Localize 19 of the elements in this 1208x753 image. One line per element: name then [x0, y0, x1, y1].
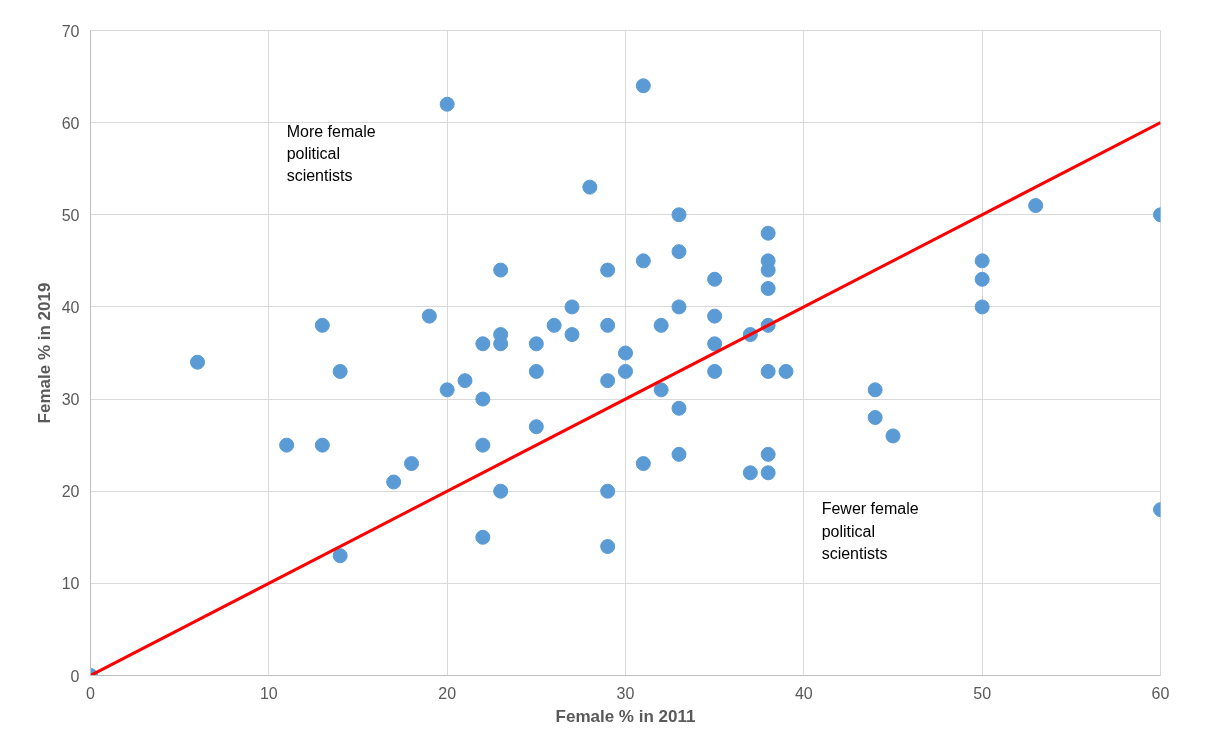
y-tick-label: 70	[61, 22, 80, 40]
y-tick-label: 60	[61, 114, 80, 132]
x-tick-label: 0	[86, 684, 96, 702]
x-axis-title: Female % in 2011	[555, 706, 696, 726]
x-tick-label: 40	[794, 684, 813, 702]
y-tick-label: 30	[61, 391, 80, 409]
x-tick-label: 60	[1151, 684, 1170, 702]
x-tick-label: 50	[973, 684, 992, 702]
x-tick-label: 20	[438, 684, 457, 702]
y-tick-label: 50	[61, 206, 80, 224]
x-tick-label: 30	[616, 684, 635, 702]
y-tick-label: 40	[61, 298, 80, 316]
y-axis-title: Female % in 2019	[34, 282, 54, 424]
y-tick-label: 10	[61, 575, 80, 593]
y-tick-label: 0	[70, 667, 80, 685]
annotation: Fewer female political scientists	[821, 500, 919, 562]
x-tick-label: 10	[259, 684, 278, 702]
annotation: More female political scientists	[286, 122, 376, 184]
y-tick-label: 20	[61, 483, 80, 501]
